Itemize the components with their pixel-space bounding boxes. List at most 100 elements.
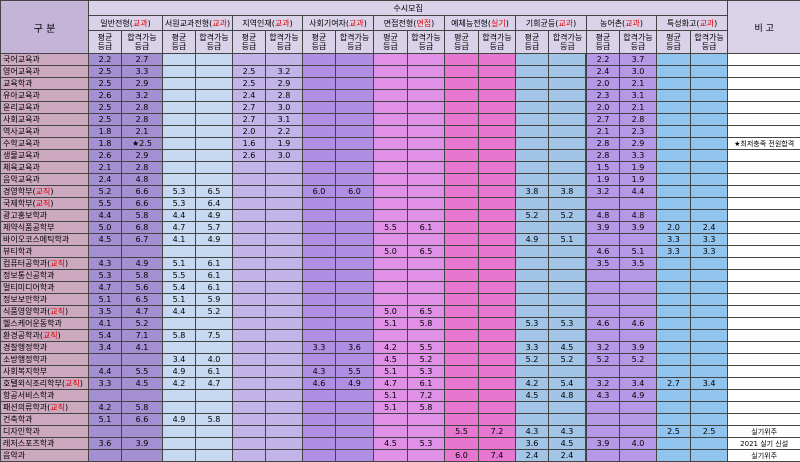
grade-cell: [479, 78, 516, 90]
grade-cell: 5.8: [122, 402, 163, 414]
dept-name: 건축학과: [1, 414, 89, 426]
remark-cell: [728, 282, 800, 294]
dept-name: 경찰행정학과: [1, 342, 89, 354]
grade-cell: 5.5: [122, 366, 163, 378]
grade-cell: 3.3: [89, 378, 122, 390]
grade-cell: [122, 246, 163, 258]
grade-cell: [233, 306, 266, 318]
group-close: ): [227, 19, 230, 28]
grade-cell: 6.6: [122, 414, 163, 426]
grade-cell: 5.2: [122, 318, 163, 330]
grade-cell: [620, 306, 657, 318]
grade-cell: [691, 390, 728, 402]
grade-cell: 6.0: [445, 450, 479, 462]
grade-cell: [408, 270, 445, 282]
grade-cell: [445, 342, 479, 354]
remark-cell: ★최저충족 전원합격: [728, 138, 800, 150]
grade-cell: [445, 90, 479, 102]
grade-cell: 7.2: [479, 426, 516, 438]
grade-cell: [122, 426, 163, 438]
dept-label: 체육교육과: [3, 163, 40, 172]
grade-cell: 5.1: [374, 402, 408, 414]
grade-cell: [336, 306, 374, 318]
grade-cell: [163, 450, 196, 462]
grade-cell: [336, 438, 374, 450]
grade-cell: [516, 150, 549, 162]
grade-cell: [89, 354, 122, 366]
sub-label: 평균: [383, 33, 398, 42]
grade-cell: 2.1: [620, 78, 657, 90]
grade-cell: 2.1: [89, 162, 122, 174]
grade-cell: [303, 222, 336, 234]
remark-cell: [728, 114, 800, 126]
grade-cell: 2.0: [233, 126, 266, 138]
dept-label: 유아교육과: [3, 91, 40, 100]
grade-cell: [163, 102, 196, 114]
grade-cell: [657, 150, 691, 162]
grade-cell: 4.1: [122, 342, 163, 354]
grade-cell: [266, 54, 303, 66]
dept-label: 윤리교육과: [3, 103, 40, 112]
grade-cell: [163, 174, 196, 186]
sub-label: 합격가능: [127, 33, 156, 42]
grade-cell: 5.5: [163, 270, 196, 282]
sub-label: 등급: [454, 42, 469, 51]
grade-cell: [516, 162, 549, 174]
grade-cell: [549, 90, 586, 102]
grade-cell: [303, 330, 336, 342]
grade-cell: [303, 150, 336, 162]
grade-cell: 4.9: [516, 234, 549, 246]
grade-cell: [163, 150, 196, 162]
grade-cell: [233, 270, 266, 282]
grade-cell: [549, 114, 586, 126]
dept-label: 멀티미디어학과: [3, 283, 55, 292]
grade-cell: [233, 162, 266, 174]
grade-cell: 5.0: [374, 306, 408, 318]
dept-name: 항공서비스학과: [1, 390, 89, 402]
grade-cell: 2.6: [233, 150, 266, 162]
grade-cell: 2.8: [587, 150, 620, 162]
grade-cell: 5.2: [620, 354, 657, 366]
grade-cell: [336, 426, 374, 438]
dept-label: 교육학과: [3, 79, 32, 88]
grade-cell: 4.9: [196, 210, 233, 222]
grade-cell: 4.2: [516, 378, 549, 390]
grade-cell: [657, 126, 691, 138]
grade-cell: [445, 354, 479, 366]
dept-label: 레저스포츠학과: [3, 439, 55, 448]
dept-name: 영어교육과: [1, 66, 89, 78]
remark-cell: [728, 246, 800, 258]
grade-cell: 4.6: [587, 318, 620, 330]
grade-cell: [374, 174, 408, 186]
grade-cell: 2.9: [122, 150, 163, 162]
group-header: 농어촌(교과): [587, 16, 657, 31]
grade-cell: [336, 246, 374, 258]
dept-tag: 교직: [36, 199, 51, 208]
grade-cell: [196, 342, 233, 354]
grade-cell: 4.7: [196, 378, 233, 390]
grade-cell: 5.1: [374, 366, 408, 378]
grade-cell: 1.5: [587, 162, 620, 174]
grade-cell: [303, 318, 336, 330]
grade-cell: 3.9: [122, 438, 163, 450]
remark-cell: [728, 186, 800, 198]
grade-cell: [196, 114, 233, 126]
sub-label: 등급: [312, 42, 327, 51]
grade-cell: [122, 390, 163, 402]
grade-cell: 4.4: [163, 210, 196, 222]
grade-cell: 3.8: [516, 186, 549, 198]
sub-label: 등급: [419, 42, 434, 51]
grade-cell: [374, 90, 408, 102]
grade-cell: [233, 54, 266, 66]
group-close: ): [714, 19, 717, 28]
grade-cell: 2.9: [122, 78, 163, 90]
grade-cell: [336, 258, 374, 270]
grade-cell: [336, 414, 374, 426]
grade-cell: [303, 426, 336, 438]
grade-cell: 2.5: [89, 78, 122, 90]
grade-cell: [445, 270, 479, 282]
sub-label: 평균: [98, 33, 113, 42]
sub-label: 평균: [312, 33, 327, 42]
